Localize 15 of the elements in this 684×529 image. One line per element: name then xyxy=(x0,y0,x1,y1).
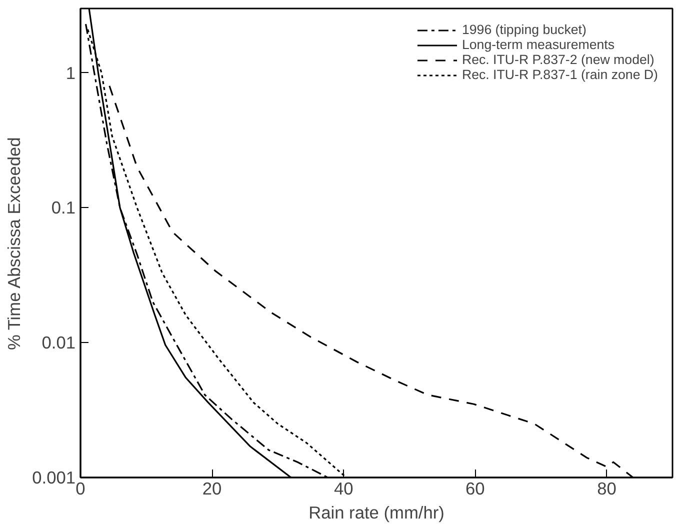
y-tick-label: 0.1 xyxy=(51,198,76,218)
x-tick-label: 60 xyxy=(466,478,485,498)
y-tick-label: 0.01 xyxy=(42,332,76,353)
legend-label: Rec. ITU-R P.837-1 (rain zone D) xyxy=(462,67,658,82)
y-tick-label: 1 xyxy=(66,62,76,83)
x-tick-label: 80 xyxy=(597,478,616,498)
legend-label: 1996 (tipping bucket) xyxy=(462,22,586,37)
x-tick-label: 40 xyxy=(334,478,354,498)
y-tick-label: 0.001 xyxy=(32,468,76,488)
legend-label: Long-term measurements xyxy=(462,37,615,52)
x-tick-label: 0 xyxy=(76,478,86,498)
legend-label: Rec. ITU-R P.837-2 (new model) xyxy=(462,52,654,67)
x-tick-label: 20 xyxy=(202,478,222,498)
y-axis-title: % Time Abscissa Exceeded xyxy=(4,137,24,350)
x-axis-title: Rain rate (mm/hr) xyxy=(308,502,444,522)
